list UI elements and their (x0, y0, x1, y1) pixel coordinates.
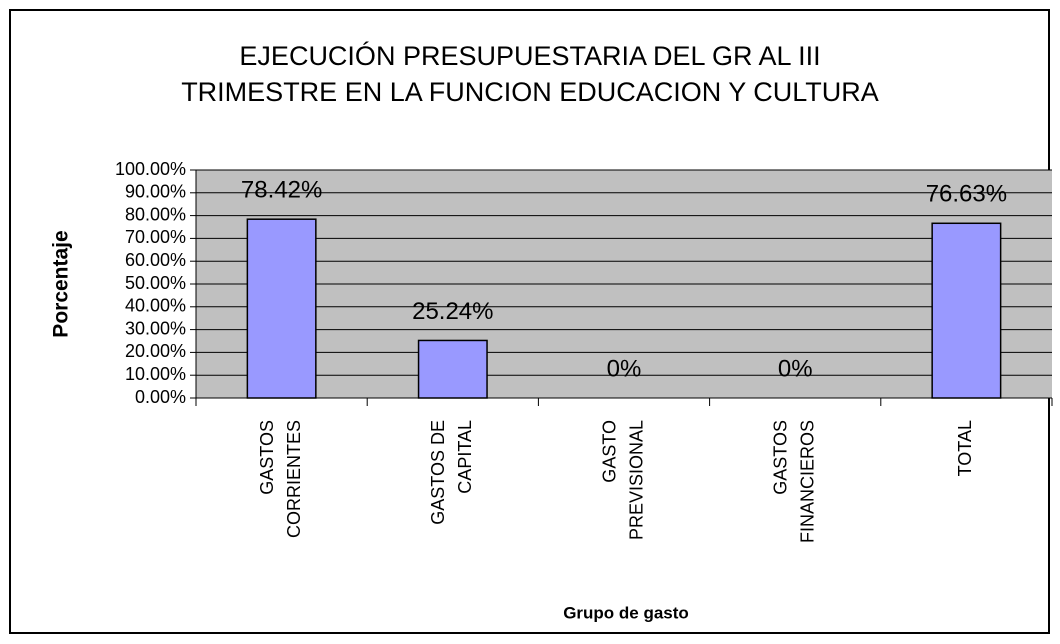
x-tick-label: GASTOS (770, 420, 790, 495)
y-tick-label: 70.00% (125, 227, 186, 247)
bar (246, 218, 317, 399)
data-label: 78.42% (241, 177, 322, 204)
y-tick-label: 20.00% (125, 341, 186, 361)
y-tick-label: 0.00% (135, 387, 186, 407)
x-tick-label: CORRIENTES (284, 420, 304, 538)
x-axis-label: Grupo de gasto (563, 603, 689, 622)
y-tick-label: 30.00% (125, 318, 186, 338)
y-tick-label: 50.00% (125, 273, 186, 293)
y-tick-label: 80.00% (125, 204, 186, 224)
x-tick-label: GASTOS DE (428, 420, 448, 525)
y-tick-label: 90.00% (125, 182, 186, 202)
data-label: 0% (607, 355, 642, 382)
bar (931, 222, 1002, 399)
data-label: 0% (778, 355, 813, 382)
y-tick-label: 40.00% (125, 296, 186, 316)
chart-title: TRIMESTRE EN LA FUNCION EDUCACION Y CULT… (181, 77, 879, 107)
x-tick-label: PREVISIONAL (626, 420, 646, 540)
y-axis-label: Porcentaje (50, 230, 73, 337)
data-label: 25.24% (412, 298, 493, 325)
y-tick-label: 100.00% (115, 159, 186, 179)
chart-title: EJECUCIÓN PRESUPUESTARIA DEL GR AL III (239, 40, 820, 71)
x-tick-label: GASTO (599, 420, 619, 483)
y-tick-label: 60.00% (125, 250, 186, 270)
x-tick-label: CAPITAL (455, 420, 475, 494)
data-label: 76.63% (926, 181, 1007, 208)
y-tick-label: 10.00% (125, 364, 186, 384)
bar (417, 339, 488, 399)
x-tick-label: GASTOS (257, 420, 277, 495)
x-tick-label: FINANCIEROS (797, 420, 817, 543)
x-tick-label: TOTAL (955, 420, 975, 476)
